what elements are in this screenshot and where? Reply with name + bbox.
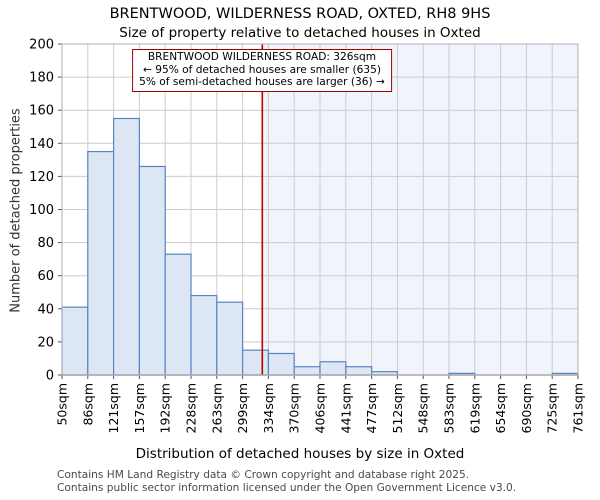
y-tick-label: 120 <box>29 170 54 185</box>
histogram-plot-area: 0 20 40 60 80 100 120 140 160 180 200 50sqm 86sqm 121… <box>29 38 586 434</box>
x-tick-label: 619sqm <box>467 383 482 433</box>
annotation-line-1: BRENTWOOD WILDERNESS ROAD: 326sqm <box>147 51 377 63</box>
histogram-bar <box>164 253 192 376</box>
histogram-bar <box>87 150 115 376</box>
x-tick-label: 157sqm <box>132 383 147 433</box>
x-axis-label: Distribution of detached houses by size … <box>135 446 465 462</box>
x-tick-label: 370sqm <box>287 383 302 433</box>
histogram-bar <box>293 366 321 376</box>
footer-line-2: Contains public sector information licen… <box>57 481 517 494</box>
y-tick-label: 80 <box>37 236 54 251</box>
x-tick-label: 761sqm <box>571 383 586 433</box>
y-tick-label: 100 <box>29 203 54 218</box>
x-tick-label: 299sqm <box>235 383 250 433</box>
x-tick-label: 228sqm <box>184 383 199 433</box>
histogram-bar <box>190 294 218 376</box>
x-tick-label: 192sqm <box>158 383 173 433</box>
marker-annotation-box: BRENTWOOD WILDERNESS ROAD: 326sqm ← 95% … <box>132 49 392 92</box>
histogram-bar <box>345 366 373 376</box>
x-tick-label: 690sqm <box>519 383 534 433</box>
y-tick-label: 0 <box>46 369 54 384</box>
annotation-line-2: ← 95% of detached houses are smaller (63… <box>142 63 382 76</box>
y-tick-label: 40 <box>37 302 54 317</box>
histogram-bar <box>267 352 295 376</box>
x-tick-label: 583sqm <box>442 383 457 433</box>
histogram-bar <box>242 349 270 376</box>
x-tick-label: 86sqm <box>80 383 95 426</box>
x-tick-label: 512sqm <box>390 383 405 433</box>
histogram-bar <box>319 361 347 376</box>
footer-line-1: Contains HM Land Registry data © Crown c… <box>57 469 470 481</box>
annotation-line-3: 5% of semi-detached houses are larger (3… <box>139 76 385 88</box>
histogram-bar <box>138 165 166 376</box>
x-tick-label: 548sqm <box>416 383 431 433</box>
x-tick-label: 654sqm <box>493 383 508 433</box>
y-tick-label: 160 <box>29 104 54 119</box>
x-tick-label: 121sqm <box>106 383 121 433</box>
histogram-bar <box>216 301 244 376</box>
chart-subtitle: Size of property relative to detached ho… <box>119 25 481 41</box>
y-tick-label: 200 <box>29 38 54 53</box>
x-tick-label: 334sqm <box>261 383 276 433</box>
x-tick-label: 725sqm <box>545 383 560 433</box>
x-tick-label: 50sqm <box>55 383 70 426</box>
y-tick-label: 60 <box>37 269 54 284</box>
y-tick-label: 180 <box>29 71 54 86</box>
histogram-bar <box>112 117 140 376</box>
x-tick-label: 406sqm <box>313 383 328 433</box>
chart-title: BRENTWOOD, WILDERNESS ROAD, OXTED, RH8 9… <box>109 6 491 22</box>
x-tick-label: 263sqm <box>209 383 224 433</box>
x-tick-label: 441sqm <box>338 383 353 433</box>
histogram-bar <box>61 306 89 376</box>
license-footer: Contains HM Land Registry data © Crown c… <box>57 469 516 494</box>
y-tick-label: 140 <box>29 137 54 152</box>
x-tick-label: 477sqm <box>364 383 379 433</box>
y-tick-label: 20 <box>37 335 54 350</box>
